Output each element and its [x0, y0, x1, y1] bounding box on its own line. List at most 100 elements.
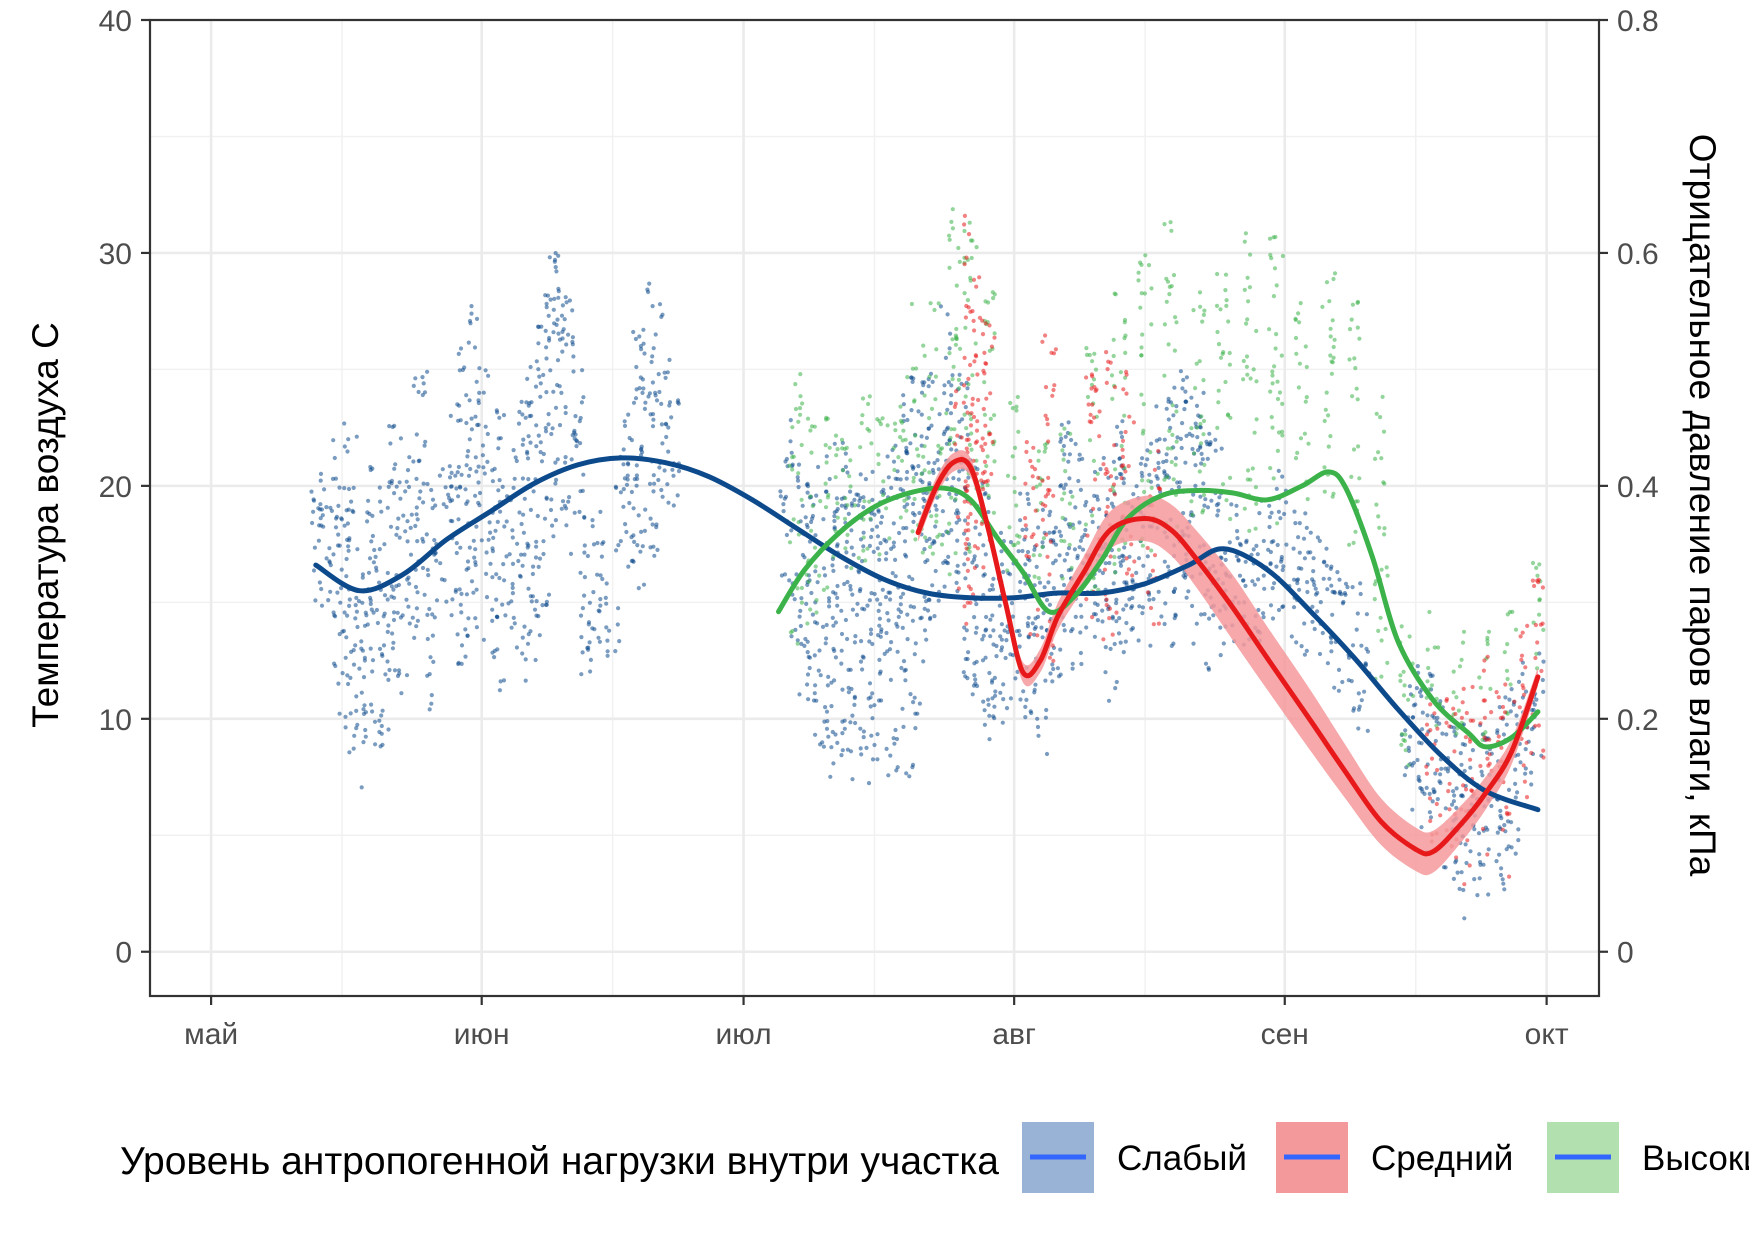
data-point	[817, 573, 822, 578]
data-point	[501, 678, 507, 683]
data-point	[965, 483, 970, 488]
data-point	[1062, 558, 1067, 563]
data-point	[512, 476, 517, 481]
data-point	[983, 491, 988, 496]
data-point	[1310, 604, 1315, 609]
data-point	[1090, 513, 1095, 518]
data-point	[1268, 252, 1273, 258]
data-point	[1427, 796, 1433, 801]
data-point	[1216, 388, 1221, 393]
data-point	[675, 493, 680, 498]
data-point	[922, 353, 927, 358]
data-point	[1195, 435, 1200, 440]
data-point	[382, 542, 387, 547]
data-point	[947, 265, 952, 270]
data-point	[782, 496, 787, 501]
data-point	[541, 451, 546, 457]
data-point	[463, 487, 468, 492]
data-point	[525, 641, 531, 646]
data-point	[825, 495, 831, 500]
data-point	[1152, 467, 1157, 472]
data-point	[1149, 286, 1154, 291]
data-point	[895, 624, 900, 629]
data-point	[980, 658, 986, 663]
data-point	[491, 535, 496, 541]
data-point	[1358, 591, 1363, 597]
data-point	[1275, 542, 1280, 548]
data-point	[1051, 561, 1056, 566]
data-point	[1324, 563, 1329, 568]
data-point	[933, 374, 939, 379]
data-point	[869, 441, 874, 446]
data-point	[832, 525, 837, 530]
data-point	[1062, 491, 1067, 496]
data-point	[975, 372, 980, 377]
data-point	[1111, 489, 1116, 494]
data-point	[1141, 563, 1146, 568]
data-point	[450, 597, 455, 602]
data-point	[989, 471, 994, 477]
data-point	[531, 564, 536, 569]
data-point	[787, 463, 792, 468]
data-point	[582, 515, 587, 520]
data-point	[663, 421, 669, 426]
data-point	[1219, 446, 1224, 451]
data-point	[905, 417, 910, 423]
data-point	[517, 510, 522, 515]
data-point	[1040, 478, 1045, 483]
data-point	[1000, 720, 1005, 725]
data-point	[660, 494, 665, 499]
data-point	[1315, 609, 1320, 614]
data-point	[1115, 424, 1120, 429]
data-point	[1195, 425, 1200, 430]
data-point	[652, 481, 657, 486]
data-point	[924, 491, 929, 496]
data-point	[1213, 437, 1218, 442]
data-point	[883, 595, 889, 600]
data-point	[982, 459, 988, 464]
data-point	[976, 397, 981, 403]
data-point	[640, 377, 646, 382]
data-point	[990, 587, 996, 592]
data-point	[1427, 791, 1432, 797]
data-point	[1523, 665, 1528, 670]
data-point	[408, 525, 413, 531]
data-point	[804, 572, 809, 577]
data-point	[553, 460, 558, 465]
data-point	[987, 737, 992, 742]
data-point	[936, 467, 941, 472]
data-point	[1461, 783, 1466, 788]
data-point	[1505, 819, 1511, 824]
data-point	[1479, 769, 1484, 774]
data-point	[994, 643, 999, 649]
data-point	[870, 716, 875, 721]
data-point	[920, 550, 925, 555]
data-point	[1047, 572, 1052, 577]
data-point	[1171, 413, 1176, 418]
data-point	[988, 391, 993, 396]
data-point	[880, 587, 885, 592]
data-point	[1315, 535, 1320, 540]
data-point	[454, 541, 459, 546]
data-point	[1438, 813, 1443, 818]
data-point	[968, 423, 974, 428]
data-point	[1280, 604, 1285, 610]
data-point	[521, 512, 526, 517]
data-point	[1296, 385, 1301, 390]
data-point	[1262, 586, 1267, 591]
data-point	[526, 434, 531, 439]
data-point	[1176, 485, 1181, 490]
data-point	[1541, 659, 1546, 664]
data-point	[415, 517, 420, 522]
data-point	[346, 544, 351, 549]
data-point	[1156, 621, 1161, 626]
data-point	[945, 530, 950, 535]
data-point	[377, 485, 382, 490]
data-point	[1406, 748, 1412, 754]
data-point	[421, 481, 426, 486]
data-point	[1166, 342, 1171, 347]
data-point	[1501, 732, 1506, 737]
data-point	[909, 301, 915, 307]
data-point	[447, 496, 452, 501]
data-point	[970, 309, 975, 314]
